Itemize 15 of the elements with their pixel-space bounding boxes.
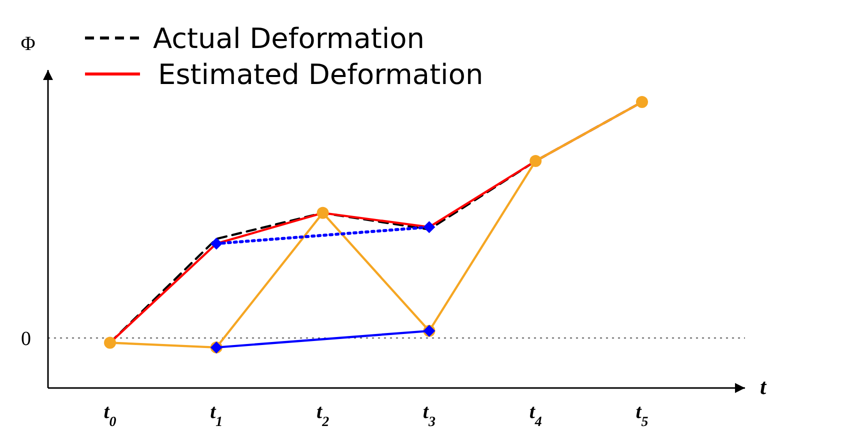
x-axis-title: t bbox=[760, 374, 767, 399]
y-axis-title: Φ bbox=[20, 33, 36, 55]
x-tick-label: t$_{0}$ bbox=[104, 401, 116, 430]
x-tick-label: t$_{4}$ bbox=[529, 401, 542, 430]
x-tick-label: t$_{5}$ bbox=[636, 401, 648, 430]
point bbox=[104, 336, 116, 349]
x-tick-label: t$_{2}$ bbox=[316, 401, 330, 430]
legend-label: Actual Deformation bbox=[153, 22, 424, 55]
point bbox=[636, 96, 648, 108]
x-tick-label: t$_{1}$ bbox=[210, 401, 223, 430]
point bbox=[530, 155, 542, 167]
x-tick-label: t$_{3}$ bbox=[422, 401, 436, 430]
point bbox=[316, 206, 329, 219]
ref-line-label: 0 bbox=[21, 328, 31, 350]
legend-label: Estimated Deformation bbox=[158, 58, 484, 91]
